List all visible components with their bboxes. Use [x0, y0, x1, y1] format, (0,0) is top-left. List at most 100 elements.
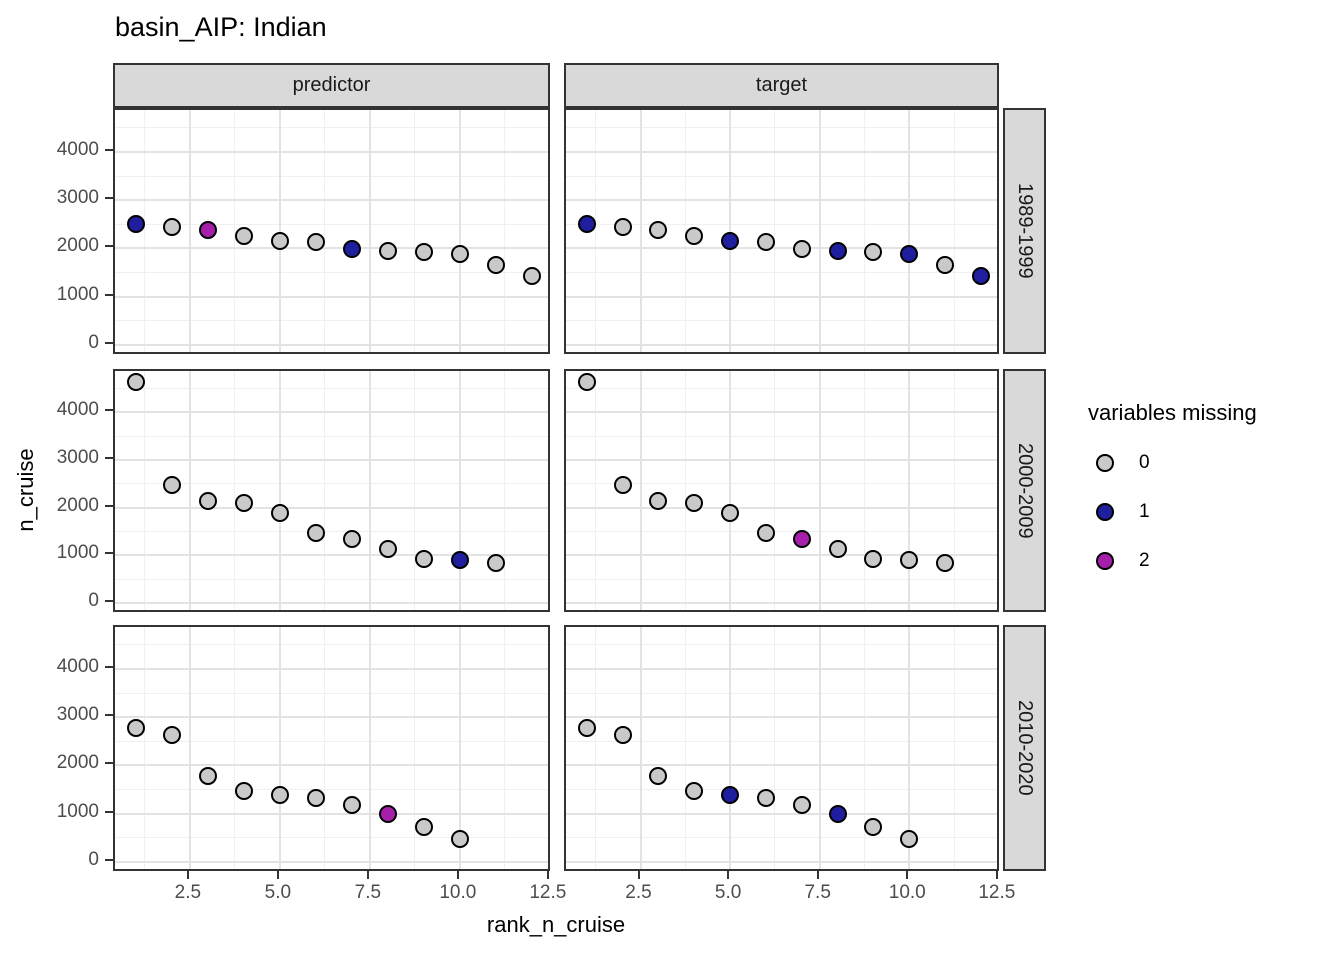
y-major-gridline	[115, 716, 548, 719]
y-minor-gridline	[566, 127, 997, 129]
facet-row-strip: 2000-2009	[1003, 369, 1046, 612]
x-minor-gridline	[234, 627, 236, 869]
y-minor-gridline	[115, 388, 548, 390]
x-major-gridline	[188, 371, 191, 610]
panel	[564, 625, 999, 871]
x-minor-gridline	[414, 371, 416, 610]
panel	[564, 369, 999, 612]
x-major-gridline	[639, 110, 642, 352]
legend-title: variables missing	[1088, 400, 1257, 425]
x-minor-gridline	[774, 110, 776, 352]
data-point	[414, 242, 433, 261]
x-tick-label: 10.0	[439, 882, 477, 903]
y-tick-mark	[105, 293, 113, 296]
x-major-gridline	[458, 371, 461, 610]
x-minor-gridline	[144, 627, 146, 869]
y-major-gridline	[115, 150, 548, 153]
y-tick-label: 0	[88, 590, 99, 612]
legend-key-circle	[1096, 503, 1114, 521]
x-major-gridline	[818, 627, 821, 869]
x-major-gridline	[458, 110, 461, 352]
x-tick-label: 2.5	[625, 882, 652, 903]
x-minor-gridline	[595, 627, 597, 869]
y-minor-gridline	[566, 789, 997, 791]
y-minor-gridline	[115, 789, 548, 791]
y-minor-gridline	[566, 531, 997, 533]
y-tick-label: 2000	[56, 235, 99, 257]
y-major-gridline	[566, 860, 997, 863]
legend-item: 0	[1096, 452, 1257, 474]
legend: variables missing 0 1 2	[1088, 400, 1257, 599]
y-major-gridline	[566, 716, 997, 719]
data-point	[971, 267, 990, 286]
data-point	[936, 553, 955, 572]
y-minor-gridline	[566, 223, 997, 225]
data-point	[450, 550, 469, 569]
data-point	[414, 818, 433, 837]
data-point	[577, 718, 596, 737]
data-point	[378, 804, 397, 823]
x-minor-gridline	[595, 371, 597, 610]
y-minor-gridline	[566, 175, 997, 177]
x-minor-gridline	[684, 371, 686, 610]
data-point	[864, 242, 883, 261]
x-tick-label: 7.5	[804, 882, 831, 903]
y-major-gridline	[566, 506, 997, 509]
data-point	[900, 244, 919, 263]
y-minor-gridline	[115, 483, 548, 485]
data-point	[828, 241, 847, 260]
y-major-gridline	[566, 667, 997, 670]
y-tick-mark	[105, 600, 113, 603]
data-point	[756, 788, 775, 807]
legend-item-label: 0	[1139, 452, 1150, 473]
data-point	[198, 766, 217, 785]
y-minor-gridline	[566, 692, 997, 694]
x-tick-mark	[186, 871, 189, 879]
y-major-gridline	[566, 411, 997, 414]
data-point	[649, 492, 668, 511]
x-tick-label: 5.0	[714, 882, 742, 903]
y-major-gridline	[566, 812, 997, 815]
y-tick-label: 4000	[56, 399, 99, 421]
x-minor-gridline	[144, 110, 146, 352]
data-point	[162, 218, 181, 237]
data-point	[756, 523, 775, 542]
data-point	[721, 231, 740, 250]
x-tick-label: 10.0	[888, 882, 926, 903]
data-point	[721, 503, 740, 522]
y-minor-gridline	[115, 644, 548, 646]
y-tick-label: 3000	[56, 187, 99, 209]
x-minor-gridline	[863, 371, 865, 610]
x-tick-mark	[637, 871, 640, 879]
data-point	[234, 493, 253, 512]
y-major-gridline	[115, 764, 548, 767]
x-tick-label: 12.5	[529, 882, 567, 903]
y-major-gridline	[566, 295, 997, 298]
x-minor-gridline	[953, 110, 955, 352]
x-tick-mark	[456, 871, 459, 879]
y-minor-gridline	[566, 483, 997, 485]
data-point	[900, 830, 919, 849]
y-major-gridline	[115, 295, 548, 298]
y-minor-gridline	[566, 272, 997, 274]
x-tick-mark	[276, 871, 279, 879]
y-tick-label: 0	[88, 848, 99, 870]
data-point	[270, 786, 289, 805]
data-point	[270, 503, 289, 522]
y-minor-gridline	[566, 578, 997, 580]
legend-item-label: 2	[1139, 550, 1150, 571]
y-minor-gridline	[115, 223, 548, 225]
x-major-gridline	[549, 371, 550, 612]
data-point	[162, 726, 181, 745]
x-major-gridline	[549, 627, 550, 871]
y-major-gridline	[115, 602, 548, 605]
y-tick-mark	[105, 197, 113, 200]
y-tick-mark	[105, 762, 113, 765]
y-major-gridline	[115, 199, 548, 202]
y-major-gridline	[115, 667, 548, 670]
x-major-gridline	[458, 627, 461, 869]
data-point	[342, 529, 361, 548]
y-tick-mark	[105, 148, 113, 151]
data-point	[685, 226, 704, 245]
data-point	[613, 476, 632, 495]
